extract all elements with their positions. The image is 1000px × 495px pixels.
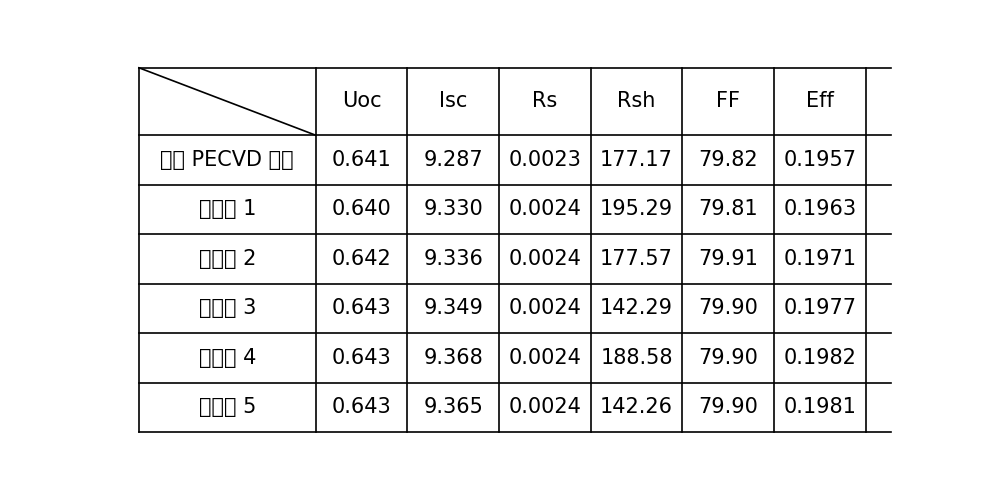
Text: 177.57: 177.57 — [600, 249, 673, 269]
Text: 0.0024: 0.0024 — [508, 199, 581, 219]
Text: 0.0023: 0.0023 — [508, 150, 581, 170]
Text: 0.0024: 0.0024 — [508, 348, 581, 368]
Text: 0.1977: 0.1977 — [784, 298, 857, 318]
Text: 0.1982: 0.1982 — [784, 348, 856, 368]
Text: Rsh: Rsh — [617, 92, 656, 111]
Text: Isc: Isc — [439, 92, 467, 111]
Text: FF: FF — [716, 92, 740, 111]
Text: 79.90: 79.90 — [698, 298, 758, 318]
Text: 实施例 4: 实施例 4 — [199, 348, 256, 368]
Text: 0.643: 0.643 — [332, 298, 391, 318]
Text: 142.26: 142.26 — [600, 397, 673, 417]
Text: 79.91: 79.91 — [698, 249, 758, 269]
Text: 0.643: 0.643 — [332, 348, 391, 368]
Text: 实施例 3: 实施例 3 — [199, 298, 256, 318]
Text: 9.368: 9.368 — [423, 348, 483, 368]
Text: 9.287: 9.287 — [423, 150, 483, 170]
Text: 0.1963: 0.1963 — [783, 199, 857, 219]
Text: 0.0024: 0.0024 — [508, 298, 581, 318]
Text: 实施例 1: 实施例 1 — [199, 199, 256, 219]
Text: 0.0024: 0.0024 — [508, 397, 581, 417]
Text: 79.81: 79.81 — [699, 199, 758, 219]
Text: 9.336: 9.336 — [423, 249, 483, 269]
Text: 79.90: 79.90 — [698, 397, 758, 417]
Text: 79.90: 79.90 — [698, 348, 758, 368]
Text: 195.29: 195.29 — [600, 199, 673, 219]
Text: 177.17: 177.17 — [600, 150, 673, 170]
Text: Rs: Rs — [532, 92, 558, 111]
Text: 9.365: 9.365 — [423, 397, 483, 417]
Text: 0.641: 0.641 — [332, 150, 391, 170]
Text: 0.642: 0.642 — [332, 249, 391, 269]
Text: 0.0024: 0.0024 — [508, 249, 581, 269]
Text: Uoc: Uoc — [342, 92, 381, 111]
Text: 188.58: 188.58 — [600, 348, 673, 368]
Text: 9.330: 9.330 — [423, 199, 483, 219]
Text: 0.1971: 0.1971 — [784, 249, 857, 269]
Text: 0.1981: 0.1981 — [784, 397, 856, 417]
Text: 0.1957: 0.1957 — [784, 150, 857, 170]
Text: 正常 PECVD 工艺: 正常 PECVD 工艺 — [160, 150, 294, 170]
Text: 实施例 2: 实施例 2 — [199, 249, 256, 269]
Text: 79.82: 79.82 — [699, 150, 758, 170]
Text: Eff: Eff — [806, 92, 834, 111]
Text: 实施例 5: 实施例 5 — [199, 397, 256, 417]
Text: 0.640: 0.640 — [332, 199, 391, 219]
Text: 0.643: 0.643 — [332, 397, 391, 417]
Text: 142.29: 142.29 — [600, 298, 673, 318]
Text: 9.349: 9.349 — [423, 298, 483, 318]
